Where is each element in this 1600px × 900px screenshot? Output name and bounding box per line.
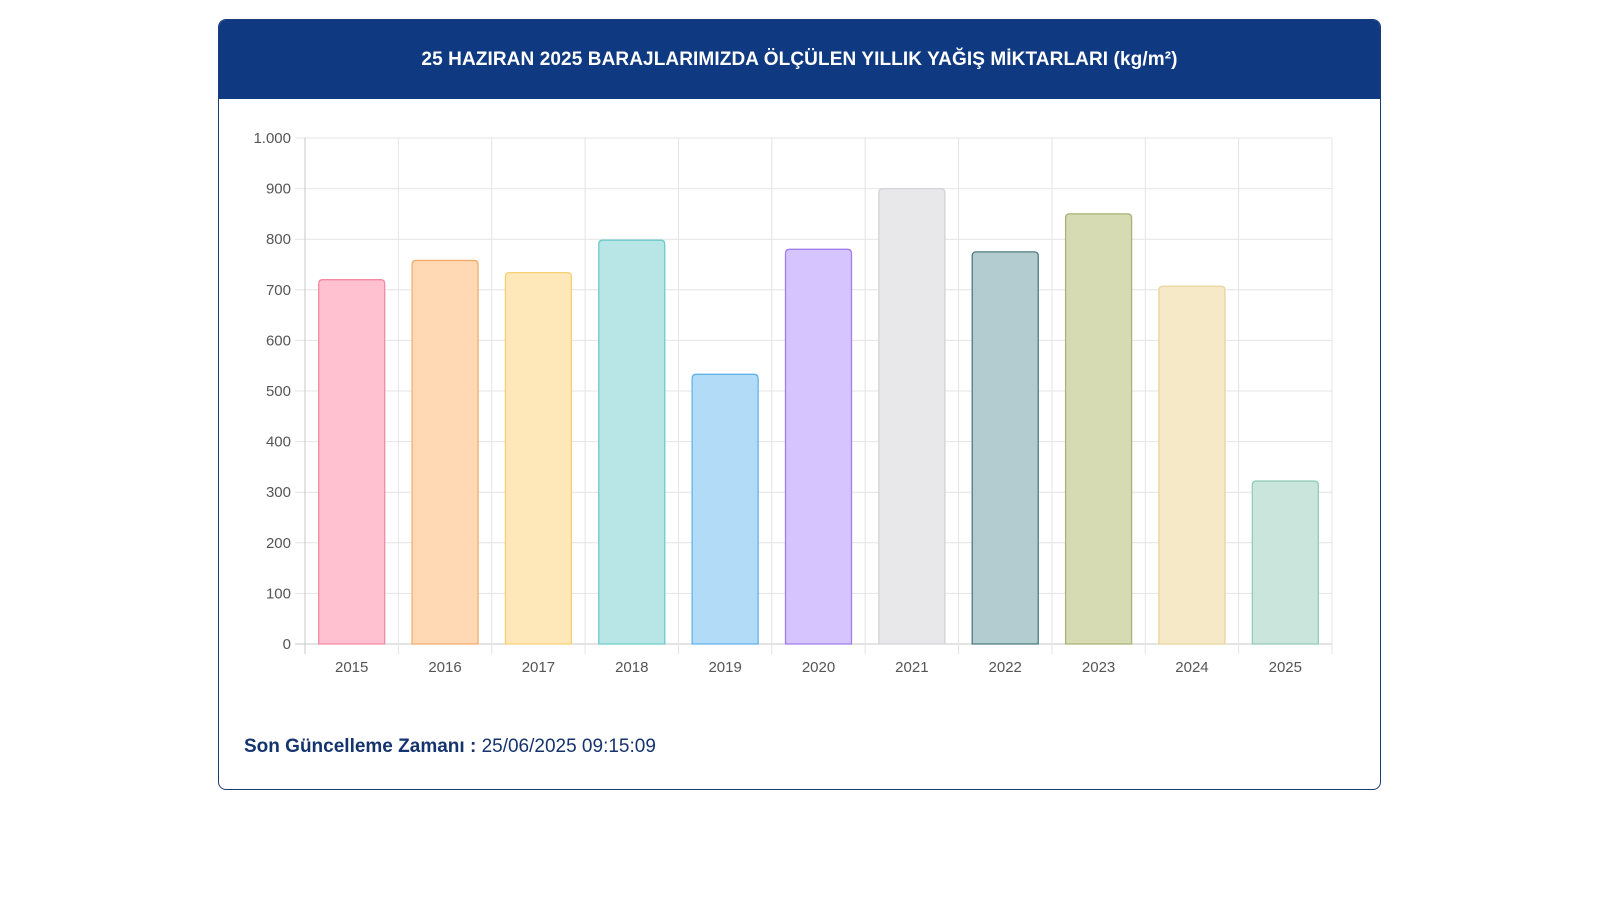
y-tick-label: 900 xyxy=(266,181,291,198)
bar-2022[interactable] xyxy=(971,251,1039,645)
last-update: Son Güncelleme Zamanı : 25/06/2025 09:15… xyxy=(244,736,656,758)
x-tick-label: 2021 xyxy=(895,659,928,676)
x-tick-label: 2019 xyxy=(708,659,741,676)
bar-2019[interactable] xyxy=(691,373,759,645)
x-tick-label: 2024 xyxy=(1175,659,1208,676)
bar-2015[interactable] xyxy=(318,279,386,645)
x-tick-label: 2018 xyxy=(615,659,648,676)
chart-title: 25 HAZIRAN 2025 BARAJLARIMIZDA ÖLÇÜLEN Y… xyxy=(421,48,1178,70)
y-tick-label: 500 xyxy=(266,383,291,400)
bar-2017[interactable] xyxy=(504,271,573,645)
last-update-label: Son Güncelleme Zamanı : xyxy=(244,736,477,757)
chart-card: 25 HAZIRAN 2025 BARAJLARIMIZDA ÖLÇÜLEN Y… xyxy=(218,19,1381,790)
y-tick-label: 1.000 xyxy=(253,130,291,147)
y-tick-label: 0 xyxy=(283,636,291,653)
bar-2024[interactable] xyxy=(1158,285,1226,645)
tick-labels: 0 100 200 300 400 500 600 700 800 900 1.000 2015 201… xyxy=(253,130,1302,676)
y-tick-label: 700 xyxy=(266,282,291,299)
bar-2025[interactable] xyxy=(1251,480,1319,645)
x-tick-label: 2023 xyxy=(1082,659,1115,676)
y-tick-label: 800 xyxy=(266,231,291,248)
y-tick-label: 400 xyxy=(266,434,291,451)
y-tick-label: 100 xyxy=(266,585,291,602)
y-tick-label: 200 xyxy=(266,535,291,552)
x-tick-label: 2020 xyxy=(802,659,835,676)
chart-header: 25 HAZIRAN 2025 BARAJLARIMIZDA ÖLÇÜLEN Y… xyxy=(219,20,1380,99)
bar-2021[interactable] xyxy=(878,187,946,645)
y-tick-label: 300 xyxy=(266,484,291,501)
bar-2016[interactable] xyxy=(411,259,479,645)
x-tick-label: 2016 xyxy=(428,659,461,676)
x-tick-label: 2015 xyxy=(335,659,368,676)
bar-2020[interactable] xyxy=(784,248,853,645)
y-tick-label: 600 xyxy=(266,332,291,349)
x-tick-label: 2025 xyxy=(1269,659,1302,676)
x-tick-label: 2022 xyxy=(989,659,1022,676)
bar-2018[interactable] xyxy=(598,239,666,645)
bar-2023[interactable] xyxy=(1064,213,1133,645)
x-tick-label: 2017 xyxy=(522,659,555,676)
last-update-value: 25/06/2025 09:15:09 xyxy=(481,736,656,757)
bars xyxy=(318,187,1319,645)
bar-chart: 0 100 200 300 400 500 600 700 800 900 1.000 2015 201… xyxy=(253,130,1333,676)
